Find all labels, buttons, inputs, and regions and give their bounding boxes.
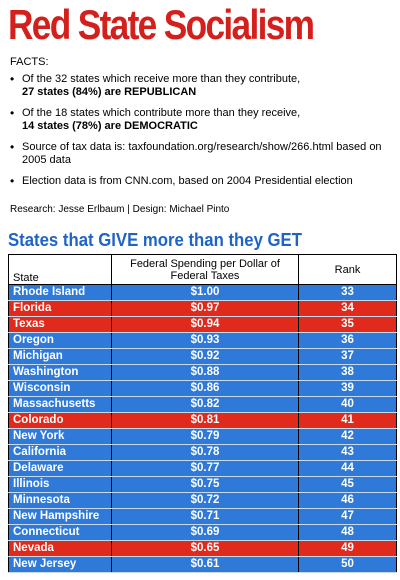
rank-cell: 49 xyxy=(298,540,397,557)
header-state: State xyxy=(8,254,112,285)
header-spending: Federal Spending per Dollar of Federal T… xyxy=(111,254,299,285)
state-cell: Rhode Island xyxy=(8,284,112,301)
rank-cell: 48 xyxy=(298,524,397,541)
rank-cell: 44 xyxy=(298,460,397,477)
rank-cell: 46 xyxy=(298,492,397,509)
state-cell: New Jersey xyxy=(8,556,112,573)
fact-highlight: 14 states (78%) are DEMOCRATIC xyxy=(22,120,198,132)
fact-text: Election data is from CNN.com, based on … xyxy=(22,175,353,187)
spending-cell: $0.93 xyxy=(111,332,299,349)
rank-cell: 40 xyxy=(298,396,397,413)
state-cell: Michigan xyxy=(8,348,112,365)
state-cell: Florida xyxy=(8,300,112,317)
state-cell: Massachusetts xyxy=(8,396,112,413)
spending-cell: $0.61 xyxy=(111,556,299,573)
state-cell: California xyxy=(8,444,112,461)
table-row: Delaware $0.77 44 xyxy=(8,460,397,477)
facts-list: Of the 32 states which receive more than… xyxy=(10,73,395,196)
states-table: State Federal Spending per Dollar of Fed… xyxy=(8,254,397,573)
rank-cell: 37 xyxy=(298,348,397,365)
table-row: Illinois $0.75 45 xyxy=(8,476,397,493)
spending-cell: $0.69 xyxy=(111,524,299,541)
fact-text: Source of tax data is: taxfoundation.org… xyxy=(22,141,382,166)
fact-item: Of the 18 states which contribute more t… xyxy=(10,107,395,133)
spending-cell: $0.79 xyxy=(111,428,299,445)
state-cell: Minnesota xyxy=(8,492,112,509)
rank-cell: 36 xyxy=(298,332,397,349)
section-title: States that GIVE more than they GET xyxy=(8,230,302,250)
table-row: Massachusetts $0.82 40 xyxy=(8,396,397,413)
table-body: Rhode Island $1.00 33 Florida $0.97 34 Texas $0… xyxy=(8,284,397,573)
spending-cell: $0.88 xyxy=(111,364,299,381)
spending-cell: $0.71 xyxy=(111,508,299,525)
spending-cell: $0.82 xyxy=(111,396,299,413)
spending-cell: $0.86 xyxy=(111,380,299,397)
table-row: California $0.78 43 xyxy=(8,444,397,461)
fact-highlight: 27 states (84%) are REPUBLICAN xyxy=(22,86,197,98)
credits: Research: Jesse Erlbaum | Design: Michae… xyxy=(10,204,230,215)
rank-cell: 43 xyxy=(298,444,397,461)
rank-cell: 42 xyxy=(298,428,397,445)
state-cell: Nevada xyxy=(8,540,112,557)
state-cell: Colorado xyxy=(8,412,112,429)
table-row: New York $0.79 42 xyxy=(8,428,397,445)
page-title: Red State Socialism xyxy=(8,1,315,48)
spending-cell: $0.92 xyxy=(111,348,299,365)
table-row: Texas $0.94 35 xyxy=(8,316,397,333)
rank-cell: 33 xyxy=(298,284,397,301)
state-cell: Wisconsin xyxy=(8,380,112,397)
table-row: Connecticut $0.69 48 xyxy=(8,524,397,541)
fact-item: Of the 32 states which receive more than… xyxy=(10,73,395,99)
state-cell: Oregon xyxy=(8,332,112,349)
spending-cell: $0.72 xyxy=(111,492,299,509)
spending-cell: $0.97 xyxy=(111,300,299,317)
state-cell: Illinois xyxy=(8,476,112,493)
table-row: New Hampshire $0.71 47 xyxy=(8,508,397,525)
state-cell: New York xyxy=(8,428,112,445)
rank-cell: 47 xyxy=(298,508,397,525)
table-row: Washington $0.88 38 xyxy=(8,364,397,381)
rank-cell: 50 xyxy=(298,556,397,573)
spending-cell: $0.81 xyxy=(111,412,299,429)
rank-cell: 34 xyxy=(298,300,397,317)
table-row: Florida $0.97 34 xyxy=(8,300,397,317)
header-rank: Rank xyxy=(298,254,397,285)
spending-cell: $0.94 xyxy=(111,316,299,333)
spending-cell: $0.65 xyxy=(111,540,299,557)
state-cell: Washington xyxy=(8,364,112,381)
facts-label: FACTS: xyxy=(10,56,49,68)
table-row: Nevada $0.65 49 xyxy=(8,540,397,557)
spending-cell: $0.78 xyxy=(111,444,299,461)
table-row: Colorado $0.81 41 xyxy=(8,412,397,429)
fact-item: Source of tax data is: taxfoundation.org… xyxy=(10,141,395,167)
rank-cell: 45 xyxy=(298,476,397,493)
state-cell: Texas xyxy=(8,316,112,333)
spending-cell: $1.00 xyxy=(111,284,299,301)
table-row: New Jersey $0.61 50 xyxy=(8,556,397,573)
state-cell: Delaware xyxy=(8,460,112,477)
fact-item: Election data is from CNN.com, based on … xyxy=(10,175,395,188)
fact-text: Of the 32 states which receive more than… xyxy=(22,73,301,85)
state-cell: Connecticut xyxy=(8,524,112,541)
rank-cell: 41 xyxy=(298,412,397,429)
table-row: Rhode Island $1.00 33 xyxy=(8,284,397,301)
state-cell: New Hampshire xyxy=(8,508,112,525)
table-row: Minnesota $0.72 46 xyxy=(8,492,397,509)
rank-cell: 35 xyxy=(298,316,397,333)
table-row: Wisconsin $0.86 39 xyxy=(8,380,397,397)
table-row: Michigan $0.92 37 xyxy=(8,348,397,365)
spending-cell: $0.77 xyxy=(111,460,299,477)
table-row: Oregon $0.93 36 xyxy=(8,332,397,349)
rank-cell: 38 xyxy=(298,364,397,381)
rank-cell: 39 xyxy=(298,380,397,397)
table-header-row: State Federal Spending per Dollar of Fed… xyxy=(8,254,397,285)
fact-text: Of the 18 states which contribute more t… xyxy=(22,107,301,119)
spending-cell: $0.75 xyxy=(111,476,299,493)
